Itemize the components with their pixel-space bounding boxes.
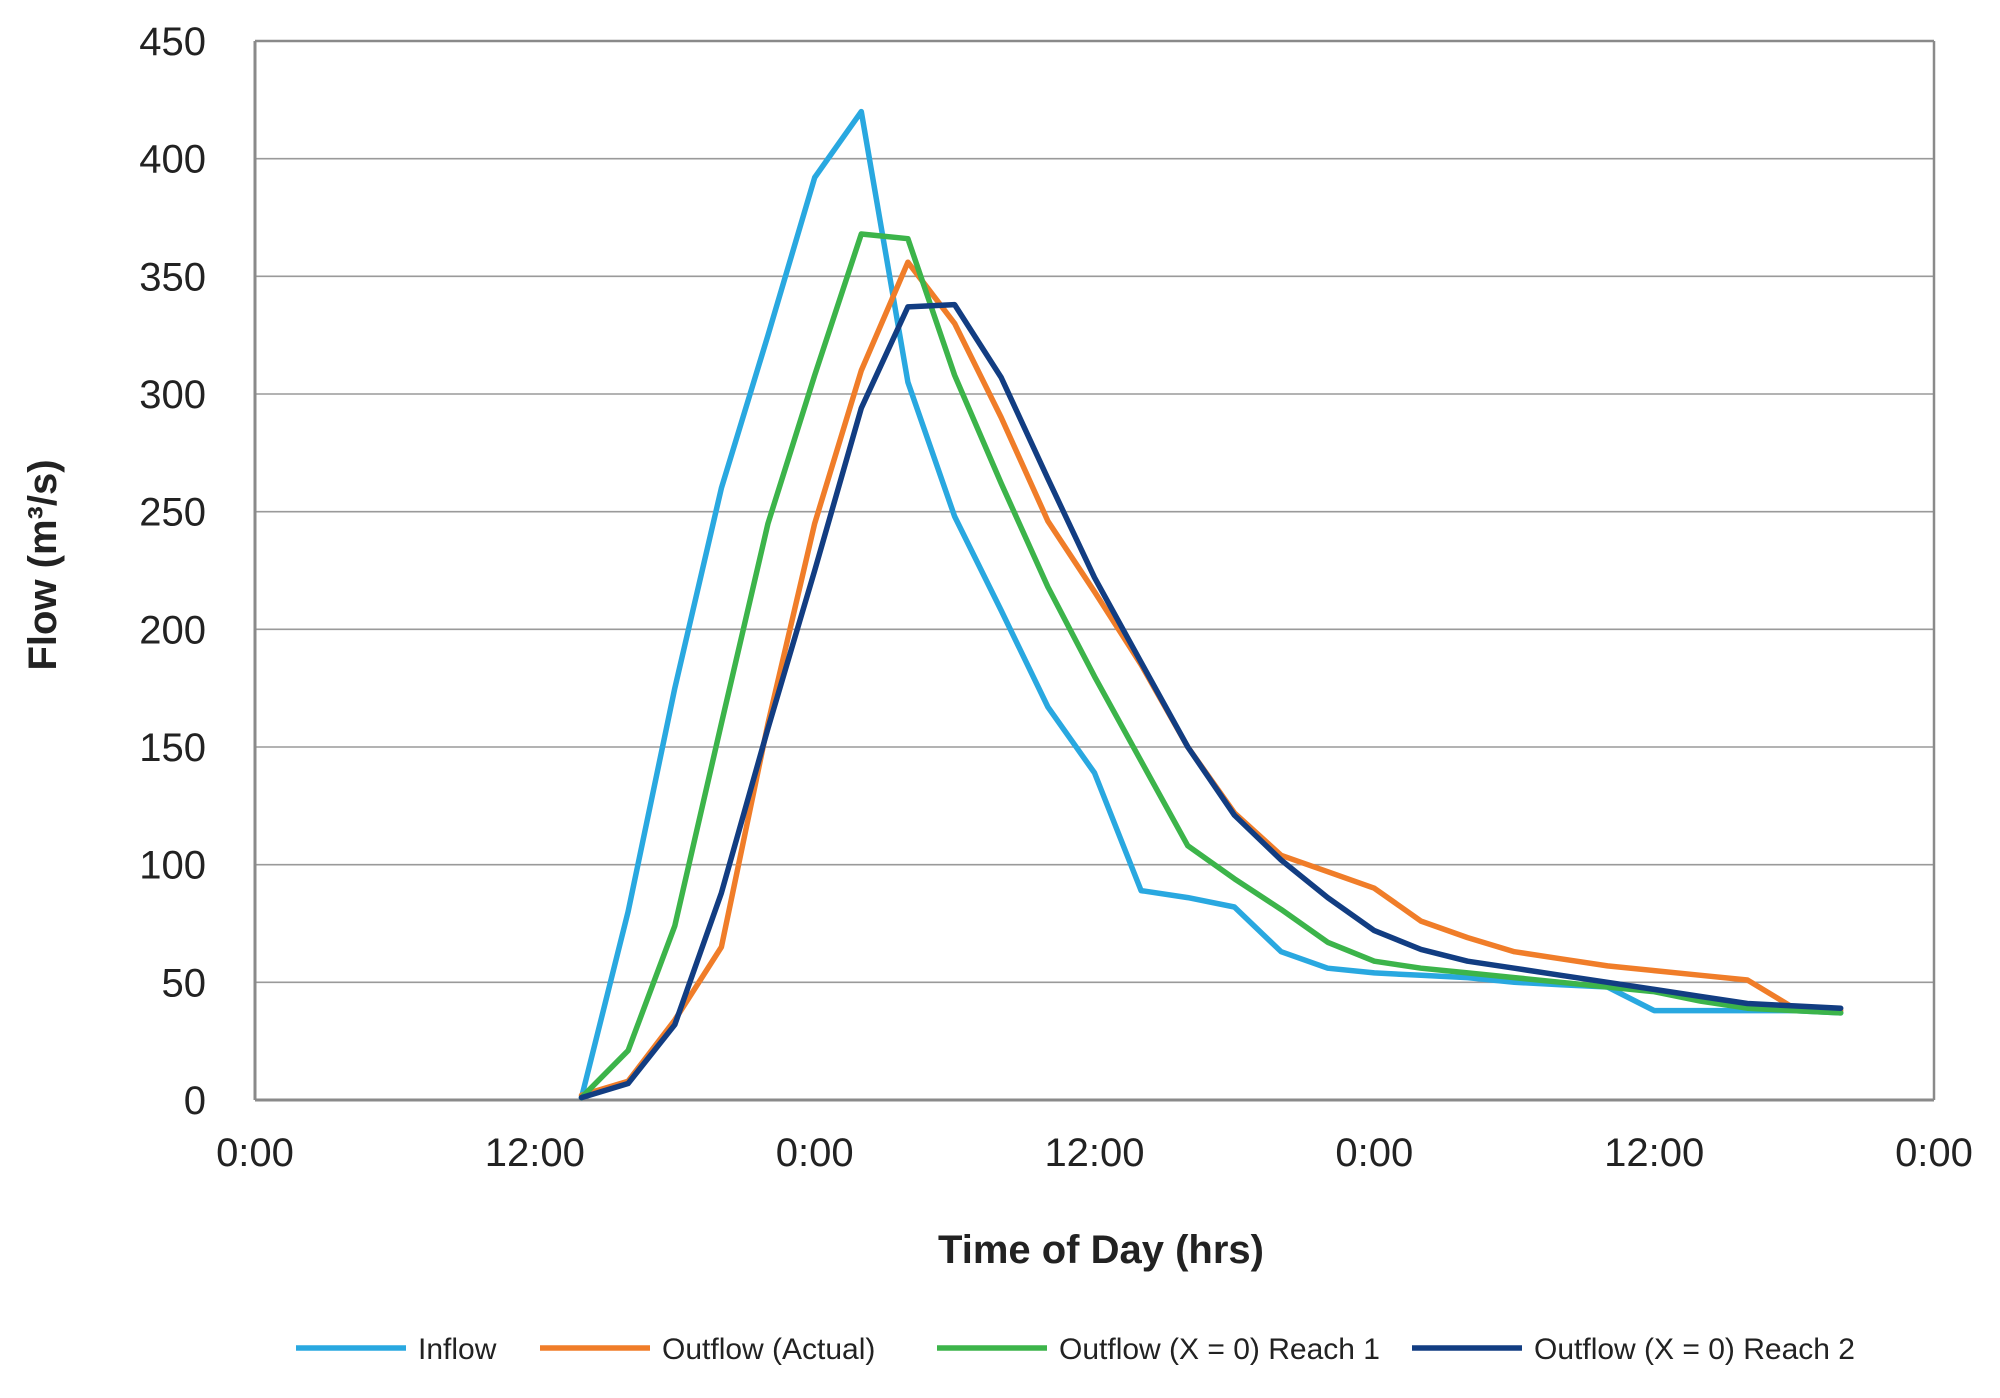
x-tick-label: 0:00 — [776, 1131, 854, 1175]
y-axis-title: Flow (m³/s) — [21, 459, 65, 670]
y-tick-label: 250 — [139, 491, 206, 535]
legend-label: Outflow (X = 0) Reach 2 — [1534, 1333, 1855, 1366]
y-tick-label: 350 — [139, 255, 206, 299]
series-line-2 — [578, 259, 1844, 1099]
x-tick-label: 0:00 — [216, 1131, 294, 1175]
legend: Inflow Outflow (Actual) Outflow (X = 0) Re… — [296, 1333, 1855, 1366]
series-line-3 — [578, 231, 1844, 1101]
series-lines — [578, 108, 1844, 1101]
legend-label: Inflow — [418, 1333, 497, 1366]
x-tick-labels: 0:00 12:00 0:00 12:00 0:00 12:00 0:00 — [216, 1131, 1973, 1175]
y-tick-label: 300 — [139, 373, 206, 417]
series-line-4 — [578, 301, 1844, 1101]
y-tick-label: 0 — [184, 1079, 206, 1123]
legend-label: Outflow (X = 0) Reach 1 — [1059, 1333, 1380, 1366]
series-line-1 — [578, 108, 1844, 1101]
y-tick-label: 150 — [139, 726, 206, 770]
y-tick-label: 100 — [139, 844, 206, 888]
x-tick-label: 12:00 — [485, 1131, 585, 1175]
y-tick-label: 200 — [139, 608, 206, 652]
x-tick-label: 0:00 — [1335, 1131, 1413, 1175]
gridlines — [255, 40, 1934, 984]
y-tick-label: 400 — [139, 138, 206, 182]
x-tick-label: 12:00 — [1044, 1131, 1144, 1175]
x-tick-label: 0:00 — [1895, 1131, 1973, 1175]
legend-label: Outflow (Actual) — [662, 1333, 875, 1366]
y-tick-label: 50 — [162, 961, 207, 1005]
x-axis-title: Time of Day (hrs) — [938, 1228, 1264, 1272]
axes — [253, 39, 1936, 1102]
y-tick-labels: 0 50 100 150 200 250 300 350 400 450 — [139, 20, 206, 1123]
y-tick-label: 450 — [139, 20, 206, 64]
x-tick-label: 12:00 — [1604, 1131, 1704, 1175]
